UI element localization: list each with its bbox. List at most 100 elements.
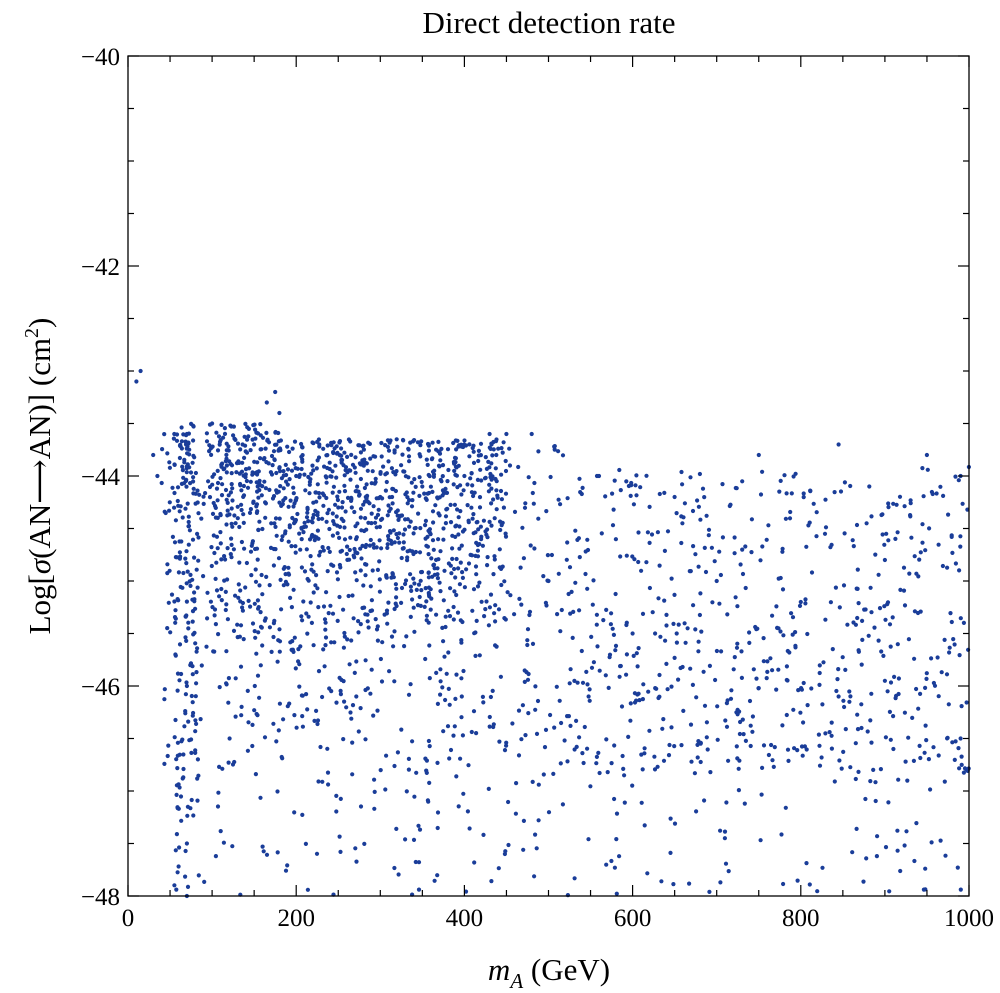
data-point <box>321 446 326 451</box>
data-point <box>240 460 245 465</box>
data-point <box>186 626 191 631</box>
data-point <box>323 620 328 625</box>
data-point <box>405 501 410 506</box>
data-point <box>728 696 734 701</box>
data-point <box>175 870 180 875</box>
data-point <box>906 637 912 642</box>
data-point <box>330 511 335 516</box>
data-point <box>765 659 770 664</box>
data-point <box>809 570 815 575</box>
data-point <box>750 714 756 719</box>
data-point <box>758 492 764 497</box>
data-point <box>512 509 518 514</box>
data-point <box>388 506 393 511</box>
data-point <box>412 526 417 531</box>
data-point <box>859 702 864 707</box>
data-point <box>883 617 888 622</box>
data-point <box>416 582 422 587</box>
data-point <box>229 506 234 511</box>
data-point <box>204 439 210 444</box>
data-point <box>177 455 182 461</box>
data-point <box>187 579 192 584</box>
data-point <box>784 677 789 683</box>
data-point <box>948 611 953 616</box>
data-point <box>856 649 862 654</box>
data-point <box>409 504 415 509</box>
data-point <box>877 606 883 611</box>
data-point <box>375 567 380 573</box>
x-tick-label: 800 <box>782 905 820 932</box>
data-point <box>660 726 665 731</box>
data-point <box>523 733 528 738</box>
data-point <box>227 459 232 464</box>
data-point <box>396 517 401 523</box>
data-point <box>591 660 597 665</box>
data-point <box>493 466 498 471</box>
data-point <box>842 531 847 536</box>
data-point <box>209 563 214 569</box>
data-point <box>554 684 559 689</box>
data-point <box>946 512 951 517</box>
data-point <box>339 446 344 451</box>
data-point <box>231 547 236 552</box>
data-point <box>898 587 903 593</box>
data-point <box>613 537 619 542</box>
data-point <box>477 653 482 658</box>
data-point <box>297 472 302 477</box>
data-point <box>507 463 513 468</box>
data-point <box>399 585 405 591</box>
data-point <box>253 427 258 432</box>
data-point <box>690 682 696 688</box>
data-point <box>908 514 913 519</box>
data-point <box>356 729 361 734</box>
data-point <box>242 434 247 439</box>
x-axis-sub: A <box>508 969 523 993</box>
data-point <box>466 561 472 566</box>
data-point <box>834 688 839 694</box>
data-point <box>353 846 358 851</box>
data-point <box>395 508 400 513</box>
data-point <box>446 561 451 566</box>
data-point <box>246 434 251 439</box>
data-point <box>599 531 604 536</box>
data-point <box>270 463 275 468</box>
data-point <box>327 686 332 691</box>
data-point <box>585 682 590 687</box>
data-point <box>272 521 277 526</box>
data-point <box>411 837 417 843</box>
data-point <box>896 777 901 782</box>
data-point <box>488 592 494 597</box>
data-point <box>452 566 457 572</box>
data-point <box>829 720 834 725</box>
data-point <box>313 583 318 588</box>
data-point <box>901 565 907 570</box>
data-point <box>401 540 406 545</box>
data-point <box>778 629 783 634</box>
data-point <box>695 742 700 748</box>
data-point <box>362 457 367 462</box>
data-point <box>766 523 771 528</box>
data-point <box>869 610 874 615</box>
data-point <box>271 621 276 626</box>
data-point <box>672 592 677 598</box>
data-point <box>248 507 253 512</box>
data-point <box>189 737 194 742</box>
data-point <box>207 422 213 427</box>
data-point <box>395 750 400 755</box>
data-point <box>175 688 180 693</box>
data-point <box>283 579 288 585</box>
data-point <box>881 653 886 659</box>
data-point <box>220 461 225 466</box>
data-point <box>410 597 415 602</box>
data-point <box>735 641 740 646</box>
data-point <box>506 842 511 848</box>
data-point <box>362 605 367 610</box>
data-point <box>287 701 292 706</box>
data-point <box>634 651 639 656</box>
data-point <box>298 547 303 552</box>
data-point <box>715 737 720 742</box>
data-point <box>186 542 191 547</box>
data-point <box>391 644 396 649</box>
data-point <box>657 694 662 699</box>
data-point <box>502 748 508 753</box>
